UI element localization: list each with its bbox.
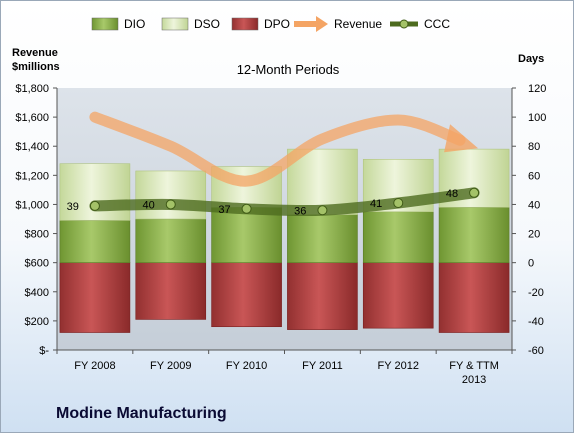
bar-dio-3 xyxy=(287,214,358,263)
bar-dio-0 xyxy=(59,220,131,263)
right-tick-label-7: 80 xyxy=(528,141,540,153)
ccc-line xyxy=(89,187,480,217)
chart-subtitle: 12-Month Periods xyxy=(237,62,340,77)
legend-label-dio: DIO xyxy=(124,17,145,31)
bar-dso-1 xyxy=(135,170,207,220)
right-tick-label-3: 0 xyxy=(528,258,534,270)
ccc-label-4: 41 xyxy=(370,198,382,210)
bar-dpo-5 xyxy=(438,262,510,333)
legend-label-dpo: DPO xyxy=(264,17,290,31)
legend-swatch-dso xyxy=(161,17,189,31)
bar-dio-1 xyxy=(135,218,207,263)
left-tick-label-0: $- xyxy=(39,345,49,357)
bar-dio-2 xyxy=(211,207,282,263)
right-tick-label-5: 40 xyxy=(528,199,540,211)
right-tick-label-9: 120 xyxy=(528,83,546,95)
legend-swatch-dpo xyxy=(231,17,259,31)
left-tick-label-9: $1,800 xyxy=(15,83,49,95)
ccc-label-5: 48 xyxy=(446,188,458,200)
ccc-point-4 xyxy=(393,197,404,208)
x-tick-label-1: FY 2009 xyxy=(150,360,191,372)
left-tick-label-7: $1,400 xyxy=(15,141,49,153)
left-tick-label-8: $1,600 xyxy=(15,112,49,124)
left-tick-label-3: $600 xyxy=(25,258,49,270)
left-tick-label-4: $800 xyxy=(25,229,49,241)
revenue-arrowhead xyxy=(444,124,479,153)
x-tick-label-4: FY 2012 xyxy=(378,360,419,372)
ccc-label-1: 40 xyxy=(143,199,155,211)
legend-swatch-dio xyxy=(91,17,119,31)
ccc-label-3: 36 xyxy=(294,205,306,217)
right-tick-label-1: -40 xyxy=(528,316,544,328)
company-title: Modine Manufacturing xyxy=(56,405,227,422)
legend-dot-ccc xyxy=(399,19,409,29)
right-tick-label-4: 20 xyxy=(528,229,540,241)
x-tick-label-2: FY 2010 xyxy=(226,360,267,372)
legend-label-revenue: Revenue xyxy=(334,17,382,31)
left-axis-title: Revenue $millions xyxy=(12,47,60,73)
right-tick-label-6: 60 xyxy=(528,170,540,182)
right-axis-title: Days xyxy=(518,53,545,65)
legend-label-dso: DSO xyxy=(194,17,220,31)
left-tick-label-1: $200 xyxy=(25,316,49,328)
legend-label-ccc: CCC xyxy=(424,17,450,31)
right-tick-label-8: 100 xyxy=(528,112,546,124)
legend-arrowhead-revenue xyxy=(316,16,328,32)
x-tick-label-0: FY 2008 xyxy=(74,360,115,372)
right-tick-label-2: -20 xyxy=(528,287,544,299)
left-tick-label-6: $1,200 xyxy=(15,170,49,182)
ccc-point-5 xyxy=(469,187,480,198)
left-tick-label-2: $400 xyxy=(25,287,49,299)
bar-dpo-4 xyxy=(362,262,434,329)
bar-dpo-0 xyxy=(59,262,131,333)
bar-dio-5 xyxy=(438,207,510,263)
bar-dpo-1 xyxy=(135,262,207,320)
left-tick-label-5: $1,000 xyxy=(15,199,49,211)
x-tick-label-5: FY & TTM 2013 xyxy=(449,360,499,386)
ccc-label-0: 39 xyxy=(67,201,79,213)
bar-dio-4 xyxy=(362,211,434,263)
ccc-point-0 xyxy=(89,200,100,211)
bar-dpo-2 xyxy=(211,262,282,328)
bar-dpo-3 xyxy=(287,262,358,330)
ccc-point-1 xyxy=(165,199,176,210)
ccc-point-3 xyxy=(317,205,328,216)
right-tick-label-0: -60 xyxy=(528,345,544,357)
x-tick-label-3: FY 2011 xyxy=(302,360,343,372)
ccc-point-2 xyxy=(241,203,252,214)
ccc-label-2: 37 xyxy=(218,204,230,216)
revenue-line xyxy=(89,111,466,187)
